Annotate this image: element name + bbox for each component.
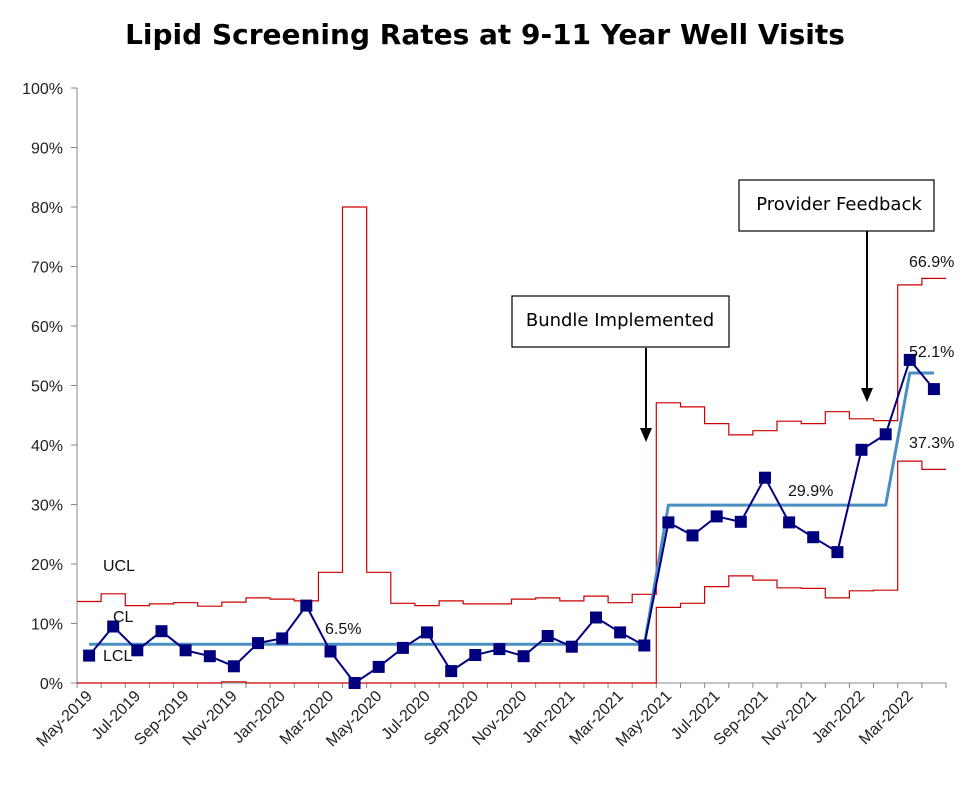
rate-point bbox=[759, 471, 771, 484]
ucl-label: UCL bbox=[103, 558, 135, 575]
bundle-implemented-box bbox=[511, 295, 730, 348]
y-tick-label: 30% bbox=[31, 498, 63, 515]
rate-point bbox=[565, 640, 578, 653]
rate-point bbox=[710, 510, 723, 523]
annotations: UCL CL LCL 6.5% 29.9% 66.9% 52.1% 37.3% … bbox=[103, 179, 954, 665]
cl-phase1-value: 6.5% bbox=[325, 621, 361, 638]
rate-point bbox=[783, 516, 796, 529]
x-axis: May-2019Jul-2019Sep-2019Nov-2019Jan-2020… bbox=[34, 682, 947, 750]
rate-line bbox=[88, 357, 935, 685]
rate-point bbox=[227, 660, 240, 673]
y-tick-label: 70% bbox=[31, 260, 63, 277]
rate-point bbox=[541, 630, 554, 642]
rate-point bbox=[324, 645, 337, 658]
ucl-line bbox=[77, 206, 946, 607]
cl-label: CL bbox=[113, 609, 134, 626]
rate-point bbox=[372, 660, 385, 673]
rate-point bbox=[493, 643, 506, 656]
rate-point bbox=[903, 353, 916, 366]
rate-point bbox=[131, 644, 144, 657]
cl-line bbox=[89, 371, 934, 646]
center-line bbox=[89, 371, 934, 646]
feedback-arrow-head bbox=[861, 388, 873, 402]
control-limits bbox=[77, 206, 946, 684]
lcl-phase3-value: 37.3% bbox=[909, 435, 954, 452]
bundle-arrow-head bbox=[640, 428, 652, 442]
y-tick-label: 10% bbox=[31, 617, 63, 634]
rate-point bbox=[927, 383, 940, 396]
provider-feedback-box bbox=[738, 179, 935, 232]
rate-point bbox=[445, 665, 458, 678]
y-tick-label: 80% bbox=[31, 200, 63, 217]
rate-point bbox=[396, 641, 409, 654]
rate-point bbox=[421, 626, 433, 639]
cl-phase3-value: 52.1% bbox=[909, 344, 954, 361]
rate-point bbox=[807, 531, 820, 544]
rate-point bbox=[179, 644, 192, 657]
rate-point bbox=[614, 626, 627, 639]
lcl-label: LCL bbox=[103, 648, 132, 665]
rate-point bbox=[83, 649, 96, 662]
y-tick-label: 60% bbox=[31, 319, 63, 336]
rate-point bbox=[276, 632, 289, 645]
y-tick-label: 100% bbox=[22, 81, 63, 98]
cl-phase2-value: 29.9% bbox=[788, 483, 833, 500]
y-tick-label: 0% bbox=[40, 676, 63, 693]
rate-point bbox=[638, 639, 651, 652]
rate-point bbox=[107, 620, 120, 633]
y-tick-label: 50% bbox=[31, 379, 63, 396]
lcl-line bbox=[77, 460, 946, 684]
data-series bbox=[83, 353, 940, 689]
rate-point bbox=[203, 650, 216, 663]
provider-feedback-label: Provider Feedback bbox=[756, 194, 922, 215]
rate-point bbox=[348, 677, 361, 689]
bundle-implemented-label: Bundle Implemented bbox=[526, 310, 714, 331]
rate-point bbox=[517, 650, 530, 663]
rate-point bbox=[686, 529, 699, 542]
y-tick-label: 40% bbox=[31, 438, 63, 455]
rate-point bbox=[469, 649, 482, 661]
rate-point bbox=[300, 599, 313, 612]
x-tick-label: May-2019 bbox=[34, 688, 96, 750]
rate-point bbox=[155, 625, 168, 638]
rate-point bbox=[590, 611, 602, 624]
y-tick-label: 90% bbox=[31, 141, 63, 158]
rate-point bbox=[662, 516, 675, 529]
rate-point bbox=[855, 443, 868, 456]
chart-title: Lipid Screening Rates at 9-11 Year Well … bbox=[125, 18, 845, 51]
rate-point bbox=[831, 546, 844, 559]
y-tick-label: 20% bbox=[31, 557, 63, 574]
rate-point bbox=[252, 637, 264, 650]
rate-point bbox=[879, 428, 892, 441]
y-axis: 0% 10% 20% 30% 40% 50% 60% 70% 80% 90% 100% bbox=[22, 81, 78, 693]
ucl-phase3-value: 66.9% bbox=[909, 254, 954, 271]
rate-point bbox=[734, 515, 747, 528]
